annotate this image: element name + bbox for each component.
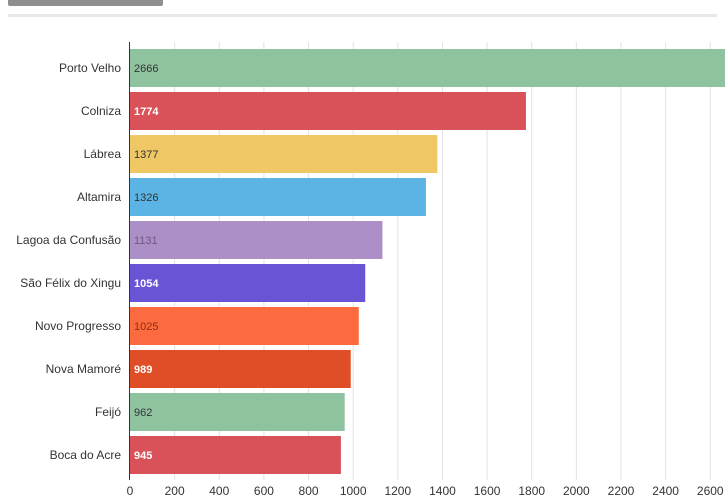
- category-labels: Porto Velho Colniza Lábrea Altamira Lagoa da…: [16, 61, 121, 462]
- title-divider: [8, 14, 717, 17]
- x-tick-labels: 0 200 400 600 800 1000 1200 1400 1600 1800 2000 220…: [127, 484, 724, 497]
- x-tick-label: 0: [127, 484, 134, 497]
- bar: [130, 135, 438, 173]
- bar: [130, 264, 366, 302]
- x-tick-label: 1600: [474, 484, 501, 497]
- x-tick-label: 2400: [652, 484, 679, 497]
- x-tick-label: 200: [165, 484, 185, 497]
- value-label: 962: [134, 407, 152, 419]
- category-label: Lábrea: [84, 147, 122, 161]
- category-label: Novo Progresso: [35, 319, 121, 333]
- x-tick-label: 2600: [697, 484, 724, 497]
- category-label: Nova Mamoré: [46, 362, 122, 376]
- x-tick-label: 2000: [563, 484, 590, 497]
- bar: [130, 221, 383, 259]
- x-tick-label: 2200: [608, 484, 635, 497]
- value-label: 1326: [134, 192, 158, 204]
- bar: [130, 307, 359, 345]
- x-tick-label: 1000: [340, 484, 367, 497]
- category-label: Lagoa da Confusão: [16, 233, 121, 247]
- value-labels: 2666 1774 1377 1326 1131 1054 1025 989 962 945: [134, 63, 159, 462]
- value-label: 1054: [134, 278, 159, 290]
- category-label: Colniza: [81, 104, 121, 118]
- x-tick-label: 1400: [429, 484, 456, 497]
- x-tick-label: 600: [254, 484, 274, 497]
- value-label: 1774: [134, 106, 159, 118]
- value-label: 2666: [134, 63, 158, 75]
- value-label: 989: [134, 364, 152, 376]
- bar: [130, 49, 725, 87]
- value-label: 1025: [134, 321, 158, 333]
- bar: [130, 178, 426, 216]
- category-label: São Félix do Xingu: [20, 276, 121, 290]
- chart-title-bar: [8, 0, 163, 6]
- bar: [130, 436, 341, 474]
- category-label: Feijó: [95, 405, 121, 419]
- x-tick-label: 1800: [518, 484, 545, 497]
- bars: [130, 49, 725, 474]
- category-label: Porto Velho: [59, 61, 121, 75]
- bar: [130, 350, 351, 388]
- category-label: Altamira: [77, 190, 121, 204]
- value-label: 1377: [134, 149, 158, 161]
- x-tick-label: 800: [299, 484, 319, 497]
- x-tick-label: 400: [209, 484, 229, 497]
- value-label: 1131: [134, 235, 158, 247]
- x-tick-label: 1200: [384, 484, 411, 497]
- value-label: 945: [134, 450, 152, 462]
- bar: [130, 92, 526, 130]
- bar: [130, 393, 345, 431]
- category-label: Boca do Acre: [50, 448, 122, 462]
